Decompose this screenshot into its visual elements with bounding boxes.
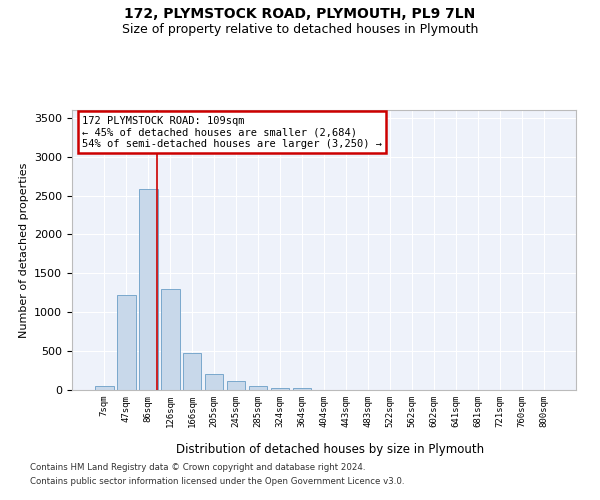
Bar (293, 388, 311, 390)
Text: Size of property relative to detached houses in Plymouth: Size of property relative to detached ho… (122, 22, 478, 36)
Y-axis label: Number of detached properties: Number of detached properties (19, 162, 29, 338)
Bar (249, 386, 268, 390)
Text: 172 PLYMSTOCK ROAD: 109sqm
← 45% of detached houses are smaller (2,684)
54% of s: 172 PLYMSTOCK ROAD: 109sqm ← 45% of deta… (82, 116, 382, 149)
Bar (271, 388, 289, 390)
Bar (161, 289, 179, 390)
Bar (205, 374, 223, 390)
Text: Distribution of detached houses by size in Plymouth: Distribution of detached houses by size … (176, 442, 484, 456)
Text: 172, PLYMSTOCK ROAD, PLYMOUTH, PL9 7LN: 172, PLYMSTOCK ROAD, PLYMOUTH, PL9 7LN (124, 8, 476, 22)
Text: Contains HM Land Registry data © Crown copyright and database right 2024.: Contains HM Land Registry data © Crown c… (30, 464, 365, 472)
Text: Contains public sector information licensed under the Open Government Licence v3: Contains public sector information licen… (30, 477, 404, 486)
Bar (227, 382, 245, 390)
Bar (95, 386, 113, 390)
Bar (139, 190, 158, 390)
Bar (117, 295, 136, 390)
Bar (183, 352, 202, 390)
